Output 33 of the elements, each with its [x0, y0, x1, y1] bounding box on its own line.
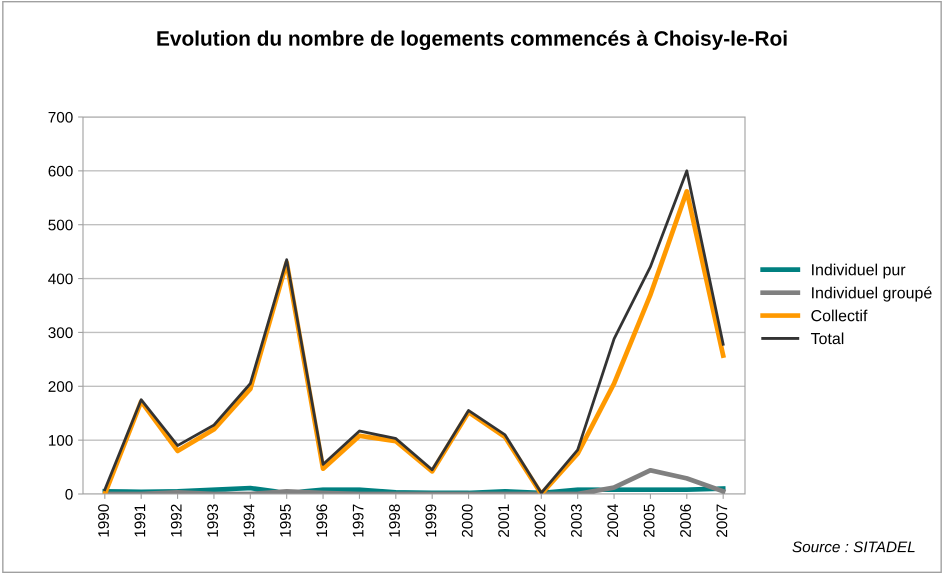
x-tick-label: 1999 [425, 504, 436, 537]
y-tick-label: 600 [48, 166, 73, 177]
y-tick-label: 100 [48, 435, 73, 446]
legend-label: Individuel pur [812, 264, 906, 279]
y-tick-label: 0 [65, 488, 73, 500]
x-tick-label: 1997 [352, 504, 364, 537]
x-tick-label: 1990 [98, 504, 109, 537]
x-tick-label: 2002 [534, 504, 546, 537]
y-tick-label: 300 [48, 327, 73, 338]
y-tick-label: 200 [48, 381, 73, 392]
line-series [102, 468, 726, 494]
x-tick-label: 1996 [316, 504, 328, 537]
x-tick-label: 1994 [244, 504, 254, 537]
x-tick-label: 1991 [134, 504, 146, 537]
x-tick-label: 2005 [644, 504, 655, 537]
x-tick-label: 1998 [389, 504, 400, 537]
legend-label: Individuel groupé [812, 286, 932, 302]
legend-label: Collectif [811, 310, 868, 322]
chart-title: Evolution du nombre de logements commencés à Choisy-le-Roi [157, 30, 787, 50]
x-tick-label: 2007 [716, 504, 728, 537]
x-tick-label: 1992 [170, 504, 182, 537]
y-tick-label: 400 [48, 273, 73, 284]
x-tick-label: 2000 [462, 504, 473, 537]
y-tick-label: 700 [48, 112, 73, 123]
x-tick-label: 1993 [207, 504, 218, 537]
x-tick-label: 2006 [680, 504, 691, 537]
x-tick-label: 2003 [570, 504, 582, 537]
legend-label: Total [810, 332, 844, 344]
y-tick-label: 500 [48, 220, 73, 230]
x-tick-label: 2004 [607, 504, 618, 537]
x-tick-label: 2001 [498, 504, 510, 537]
source-note: Source : SITADEL [792, 541, 915, 552]
x-tick-label: 1995 [280, 504, 291, 537]
